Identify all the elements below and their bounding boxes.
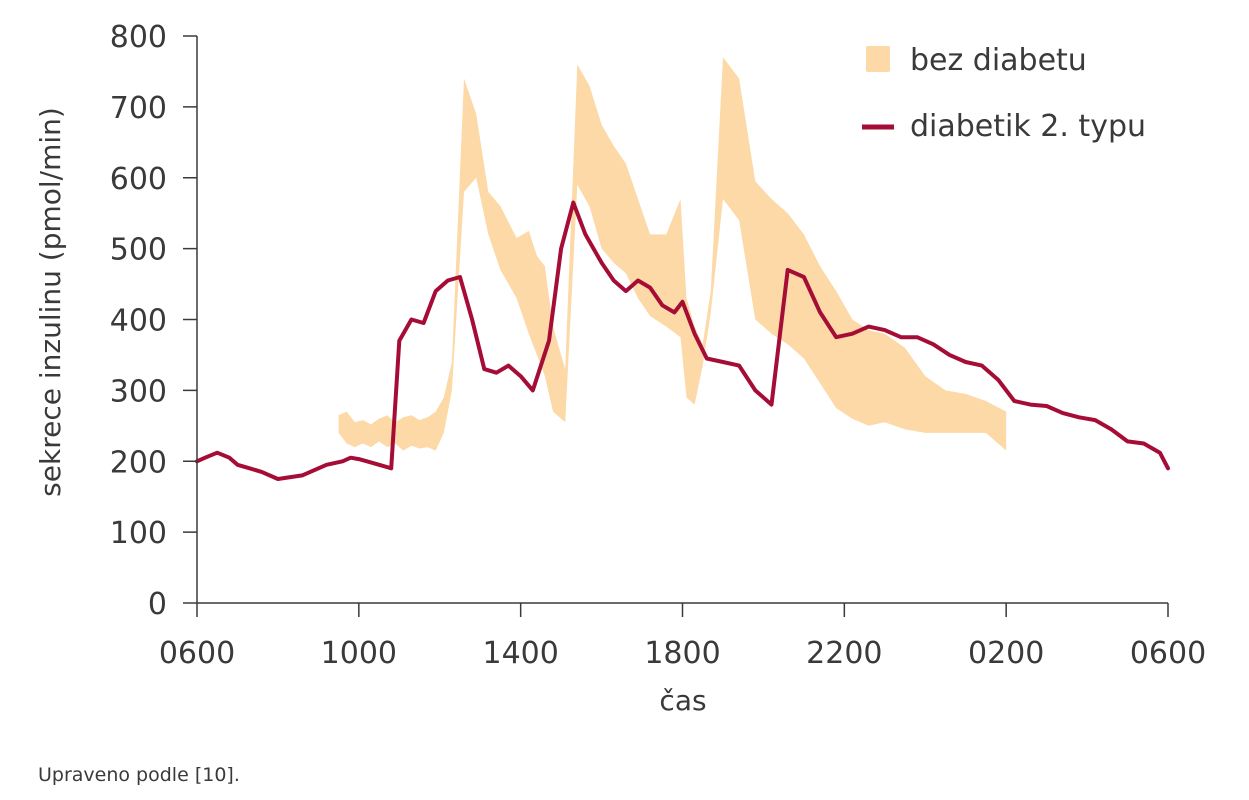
y-tick-label: 0 <box>148 587 167 622</box>
series-line-diabetik <box>195 200 1170 481</box>
y-tick-label: 700 <box>110 91 167 126</box>
legend-label-bez-diabetu: bez diabetu <box>910 43 1087 78</box>
x-tick-label: 1000 <box>321 636 397 671</box>
x-tick-label: 0200 <box>968 636 1044 671</box>
source-caption: Upraveno podle [10]. <box>38 764 240 786</box>
y-tick-label: 100 <box>110 516 167 551</box>
y-tick-label: 300 <box>110 374 167 409</box>
y-tick-label: 600 <box>110 162 167 197</box>
x-tick-label: 1400 <box>482 636 558 671</box>
x-tick-label: 2200 <box>806 636 882 671</box>
band-layer <box>338 57 1007 451</box>
x-tick-label: 1800 <box>644 636 720 671</box>
axes: 0 100 200 300 400 500 600 700 800 0600 1000 1400 180… <box>110 20 1206 671</box>
y-axis-title: sekrece inzulinu (pmol/min) <box>34 107 67 497</box>
y-tick-label: 800 <box>110 20 167 55</box>
x-tick-label: 0600 <box>159 636 235 671</box>
y-tick-label: 200 <box>110 445 167 480</box>
legend: bez diabetu diabetik 2. typu <box>862 43 1146 144</box>
y-tick-label: 400 <box>110 304 167 339</box>
x-axis-title: čas <box>659 684 706 717</box>
series-band-bez-diabetu <box>338 57 1007 451</box>
y-tick-label: 500 <box>110 233 167 268</box>
line-layer <box>195 200 1170 481</box>
legend-label-diabetik: diabetik 2. typu <box>910 109 1146 144</box>
legend-swatch-bez-diabetu <box>866 46 890 72</box>
x-tick-label: 0600 <box>1130 636 1206 671</box>
